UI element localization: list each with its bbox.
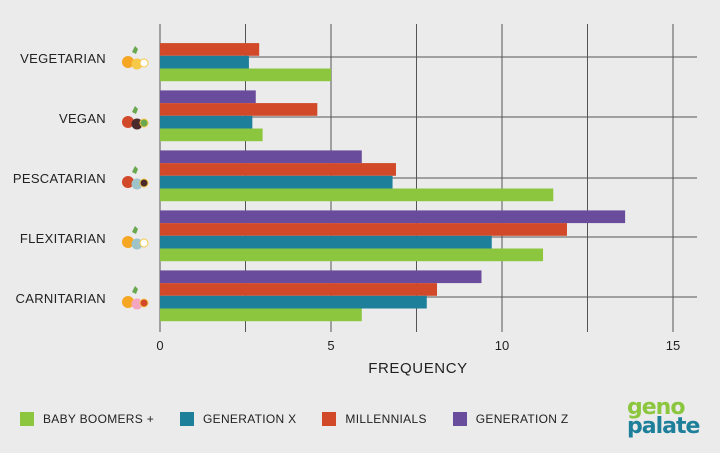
logo-line1: geno [627, 395, 685, 420]
bar-flexitarian-generation-z [160, 210, 626, 224]
category-label: CARNITARIAN [16, 291, 106, 306]
x-axis-title: FREQUENCY [368, 360, 468, 377]
bar-carnitarian-generation-x [160, 295, 427, 309]
meat-vegetables-icon [122, 286, 149, 310]
category-icons [122, 46, 149, 310]
vegetables-egg-icon [122, 46, 149, 70]
bar-vegetarian-baby-boomers [160, 68, 331, 82]
bar-flexitarian-millennials [160, 223, 567, 236]
legend-label: GENERATION X [203, 412, 297, 426]
bar-vegan-generation-z [160, 90, 256, 104]
bar-vegan-generation-x [160, 115, 253, 129]
bar-pescatarian-millennials [160, 163, 396, 176]
fish-vegetables-icon [122, 166, 149, 190]
legend-swatch [180, 412, 195, 426]
bar-flexitarian-generation-x [160, 235, 492, 249]
legend-swatch [20, 412, 34, 426]
bars [160, 43, 626, 322]
legend-item: GENERATION X [180, 412, 296, 426]
x-tick-label: 0 [156, 338, 163, 353]
legend-item: MILLENNIALS [322, 412, 426, 426]
bar-vegetarian-millennials [160, 43, 260, 56]
category-labels: VEGETARIAN VEGAN PESCATARIAN FLEXITARIAN CAR… [13, 51, 106, 306]
egg-fish-vegetables-icon [122, 226, 149, 250]
bar-pescatarian-generation-x [160, 175, 393, 189]
category-label: PESCATARIAN [13, 171, 106, 186]
bar-pescatarian-generation-z [160, 150, 362, 164]
genopalate-logo: geno palate [627, 395, 703, 440]
x-tick-label: 15 [666, 338, 680, 353]
legend-item: GENERATION Z [452, 412, 569, 426]
bar-carnitarian-baby-boomers [160, 308, 362, 322]
x-tick-labels: 0 5 10 15 [156, 338, 680, 353]
bar-chart: VEGETARIAN VEGAN PESCATARIAN FLEXITARIAN CAR… [13, 24, 697, 377]
legend-label: GENERATION Z [475, 412, 569, 426]
bar-vegetarian-generation-x [160, 55, 249, 69]
x-tick-label: 10 [495, 338, 509, 353]
legend: BABY BOOMERS + GENERATION X MILLENNIALS GEN… [20, 412, 594, 426]
category-label: VEGETARIAN [20, 51, 106, 66]
x-tick-label: 5 [327, 338, 334, 353]
bar-carnitarian-generation-z [160, 270, 482, 284]
bar-pescatarian-baby-boomers [160, 188, 554, 202]
category-label: VEGAN [59, 111, 106, 126]
category-label: FLEXITARIAN [20, 231, 106, 246]
bar-vegan-baby-boomers [160, 128, 263, 142]
legend-item: BABY BOOMERS + [20, 412, 154, 426]
bar-carnitarian-millennials [160, 283, 438, 296]
bar-vegan-millennials [160, 103, 318, 116]
bar-flexitarian-baby-boomers [160, 248, 544, 262]
legend-swatch [322, 412, 337, 426]
vegetables-icon [122, 106, 149, 130]
legend-label: BABY BOOMERS + [43, 412, 155, 426]
legend-label: MILLENNIALS [345, 412, 427, 426]
logo-line2: palate [627, 414, 700, 439]
legend-swatch [452, 412, 467, 426]
